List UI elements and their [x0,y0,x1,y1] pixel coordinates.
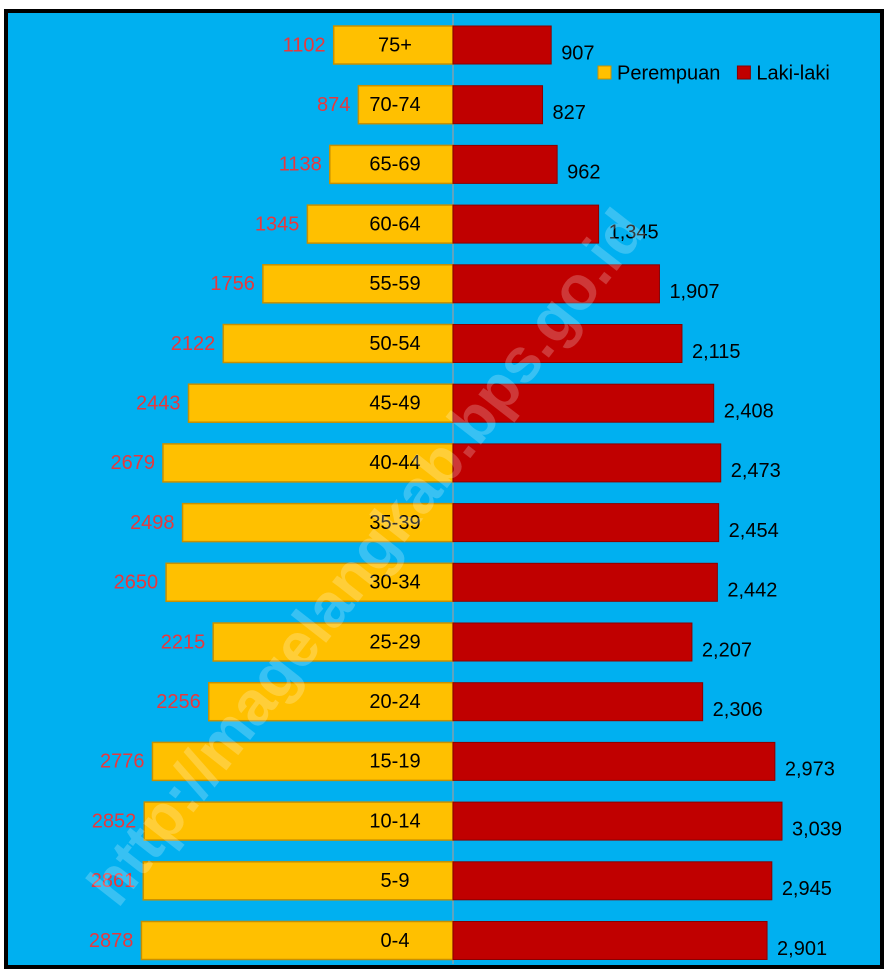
category-label: 75+ [378,34,412,56]
data-label: 1756 [210,273,255,295]
data-label: 2498 [130,512,175,534]
bar [187,383,454,423]
bar [208,681,454,722]
category-label: 40-44 [369,452,420,474]
bar [452,144,558,184]
data-label: 2878 [89,930,134,952]
category-label: 45-49 [369,392,420,414]
data-label: 907 [561,42,594,64]
bar [452,85,544,125]
data-label: 2215 [161,631,206,653]
data-label: 2,454 [729,520,779,542]
bar [151,741,454,782]
bar [452,503,720,543]
data-label: 2679 [110,452,155,474]
category-label: 15-19 [369,751,420,773]
data-label: 2443 [136,392,181,414]
bar [452,383,715,423]
bar [452,741,776,781]
legend-label: Perempuan [617,62,720,84]
bar [452,622,693,662]
category-label: 50-54 [369,333,420,355]
data-label: 2,901 [777,938,827,960]
category-label: 70-74 [369,94,420,116]
bar [142,861,454,901]
category-label: 35-39 [369,512,420,534]
category-label: 10-14 [369,810,420,832]
data-label: 2,207 [702,639,752,661]
category-label: 5-9 [381,870,410,892]
data-label: 2861 [91,870,136,892]
data-label: 1138 [279,154,322,176]
bar [452,682,704,722]
category-label: 30-34 [369,572,420,594]
bar [332,25,454,65]
data-label: 2,973 [785,759,835,781]
bar [452,25,552,65]
data-label: 1,345 [609,221,659,243]
data-label: 2,115 [692,341,741,363]
category-label: 55-59 [369,273,420,295]
bar [140,920,454,961]
data-label: 1,907 [669,281,719,303]
data-label: 2,408 [724,400,774,422]
data-label: 2,306 [713,699,763,721]
data-label: 2650 [114,572,159,594]
data-label: 2852 [92,810,137,832]
category-label: 60-64 [369,213,420,235]
bar [162,443,454,483]
category-label: 65-69 [369,154,420,176]
data-label: 2122 [171,333,216,355]
bar [143,801,454,841]
data-label: 874 [317,94,350,116]
bar [452,562,718,602]
bar [212,622,454,662]
legend-swatch [736,65,751,80]
bar [452,264,660,304]
bar [452,204,600,244]
category-label: 20-24 [369,691,420,713]
legend-swatch [597,65,612,80]
data-label: 2,945 [782,878,832,900]
bar [452,443,722,483]
bar [357,84,454,125]
category-label: 25-29 [369,631,420,653]
bar [452,861,773,901]
data-label: 2256 [156,691,201,713]
bar [452,801,783,841]
bar [452,324,683,363]
legend-label: Laki-laki [756,62,829,84]
data-label: 827 [553,102,586,124]
data-label: 962 [567,162,600,184]
data-label: 2776 [100,751,145,773]
data-label: 1345 [255,213,300,235]
data-label: 2,473 [731,460,781,482]
bar [262,264,454,304]
data-label: 2,442 [727,580,777,602]
category-label: 0-4 [381,930,410,952]
bar [452,921,768,960]
data-label: 3,039 [792,818,842,840]
data-label: 1102 [283,34,326,56]
